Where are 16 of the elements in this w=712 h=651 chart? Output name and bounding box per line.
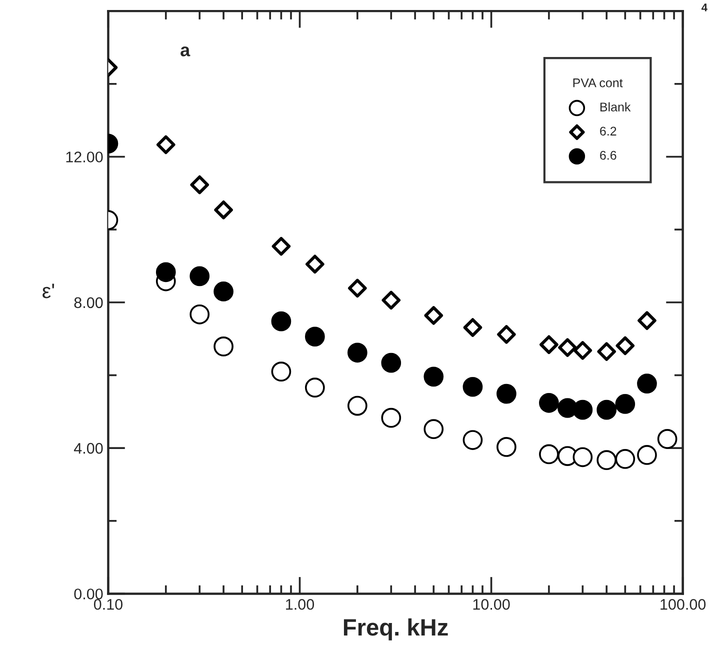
text: 4 [701, 4, 708, 12]
y-axis-title: ε' [42, 284, 54, 298]
legend-label: 6.6 [600, 150, 616, 160]
y-tick-label: 12.00 [66, 152, 103, 162]
x-tick-label: 10.00 [473, 598, 510, 610]
x-tick-label: 0.10 [94, 598, 122, 610]
y-tick-label: 4.00 [74, 442, 103, 454]
y-tick-label: 0.00 [74, 588, 103, 600]
legend-label: Blank [600, 102, 631, 112]
legend-title: PVA cont [573, 78, 623, 88]
x-tick-label: 1.00 [286, 598, 314, 610]
x-axis-title: Freq. kHz [344, 618, 448, 640]
y-tick-label: 8.00 [74, 297, 103, 308]
legend-label: 6.2 [600, 126, 616, 136]
annotation: a [180, 46, 190, 56]
x-tick-label: 100.00 [660, 598, 706, 610]
